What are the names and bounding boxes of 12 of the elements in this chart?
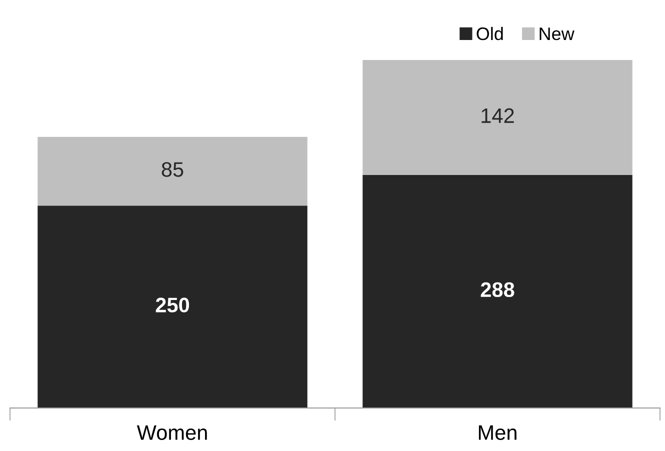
legend-label: New xyxy=(540,28,574,40)
x-tick-label: Women xyxy=(136,425,207,440)
data-label: 288 xyxy=(480,282,514,298)
bar xyxy=(362,60,632,175)
bar xyxy=(38,136,308,206)
data-label: 250 xyxy=(156,298,190,312)
data-label: 142 xyxy=(482,108,514,123)
data-label: 85 xyxy=(162,162,184,177)
x-tick-label: Men xyxy=(478,425,516,440)
bar xyxy=(38,206,308,408)
bar xyxy=(362,174,632,408)
legend-label: Old xyxy=(476,26,503,40)
